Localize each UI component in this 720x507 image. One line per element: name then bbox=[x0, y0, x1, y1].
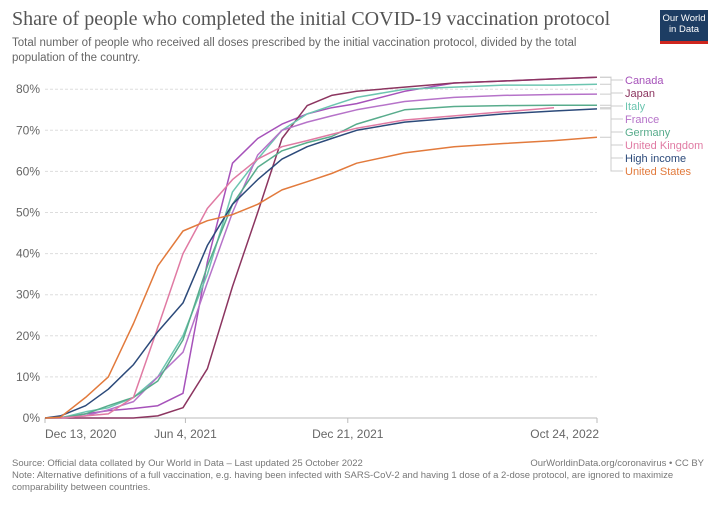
x-tick-label: Dec 13, 2020 bbox=[45, 427, 117, 441]
legend-connector bbox=[600, 136, 623, 172]
chart-subtitle: Total number of people who received all … bbox=[12, 37, 577, 64]
series-line-united-states bbox=[44, 136, 598, 419]
note-text: Note: Alternative definitions of a full … bbox=[12, 470, 674, 493]
legend-label: Germany bbox=[625, 127, 671, 139]
series-line-germany bbox=[45, 104, 597, 419]
x-tick-label: Oct 24, 2022 bbox=[530, 427, 599, 441]
legend-label: United Kingdom bbox=[625, 140, 703, 152]
series-line-japan bbox=[45, 76, 598, 419]
legend-label: France bbox=[625, 114, 659, 126]
source-url[interactable]: OurWorldinData.org/coronavirus • CC BY bbox=[530, 458, 704, 469]
x-tick-label: Dec 21, 2021 bbox=[312, 427, 384, 441]
series-line-united-kingdom bbox=[45, 106, 555, 419]
series-line-france bbox=[45, 93, 598, 419]
legend-label: High income bbox=[625, 153, 686, 165]
y-tick-label: 10% bbox=[16, 370, 40, 384]
chart-title: Share of people who completed the initia… bbox=[12, 8, 611, 30]
source-text: Source: Official data collated by Our Wo… bbox=[12, 458, 363, 469]
series-line-italy bbox=[45, 83, 598, 419]
owid-logo[interactable]: Our World in Data bbox=[660, 10, 708, 44]
y-tick-label: 60% bbox=[16, 164, 40, 178]
y-tick-label: 80% bbox=[16, 82, 40, 96]
y-tick-label: 50% bbox=[16, 206, 40, 220]
x-tick-label: Jun 4, 2021 bbox=[154, 427, 217, 441]
footer: Source: Official data collated by Our Wo… bbox=[12, 458, 712, 494]
y-tick-label: 0% bbox=[23, 411, 41, 425]
y-tick-label: 30% bbox=[16, 288, 40, 302]
legend-label: Canada bbox=[625, 75, 664, 87]
y-tick-label: 70% bbox=[16, 123, 40, 137]
legend-label: Japan bbox=[625, 88, 655, 100]
series-line-high-income bbox=[44, 108, 598, 419]
series-line-canada bbox=[44, 76, 598, 419]
legend-label: Italy bbox=[625, 101, 646, 113]
y-tick-label: 20% bbox=[16, 329, 40, 343]
legend-connector bbox=[600, 108, 623, 159]
legend-label: United States bbox=[625, 166, 692, 178]
y-tick-label: 40% bbox=[16, 247, 40, 261]
